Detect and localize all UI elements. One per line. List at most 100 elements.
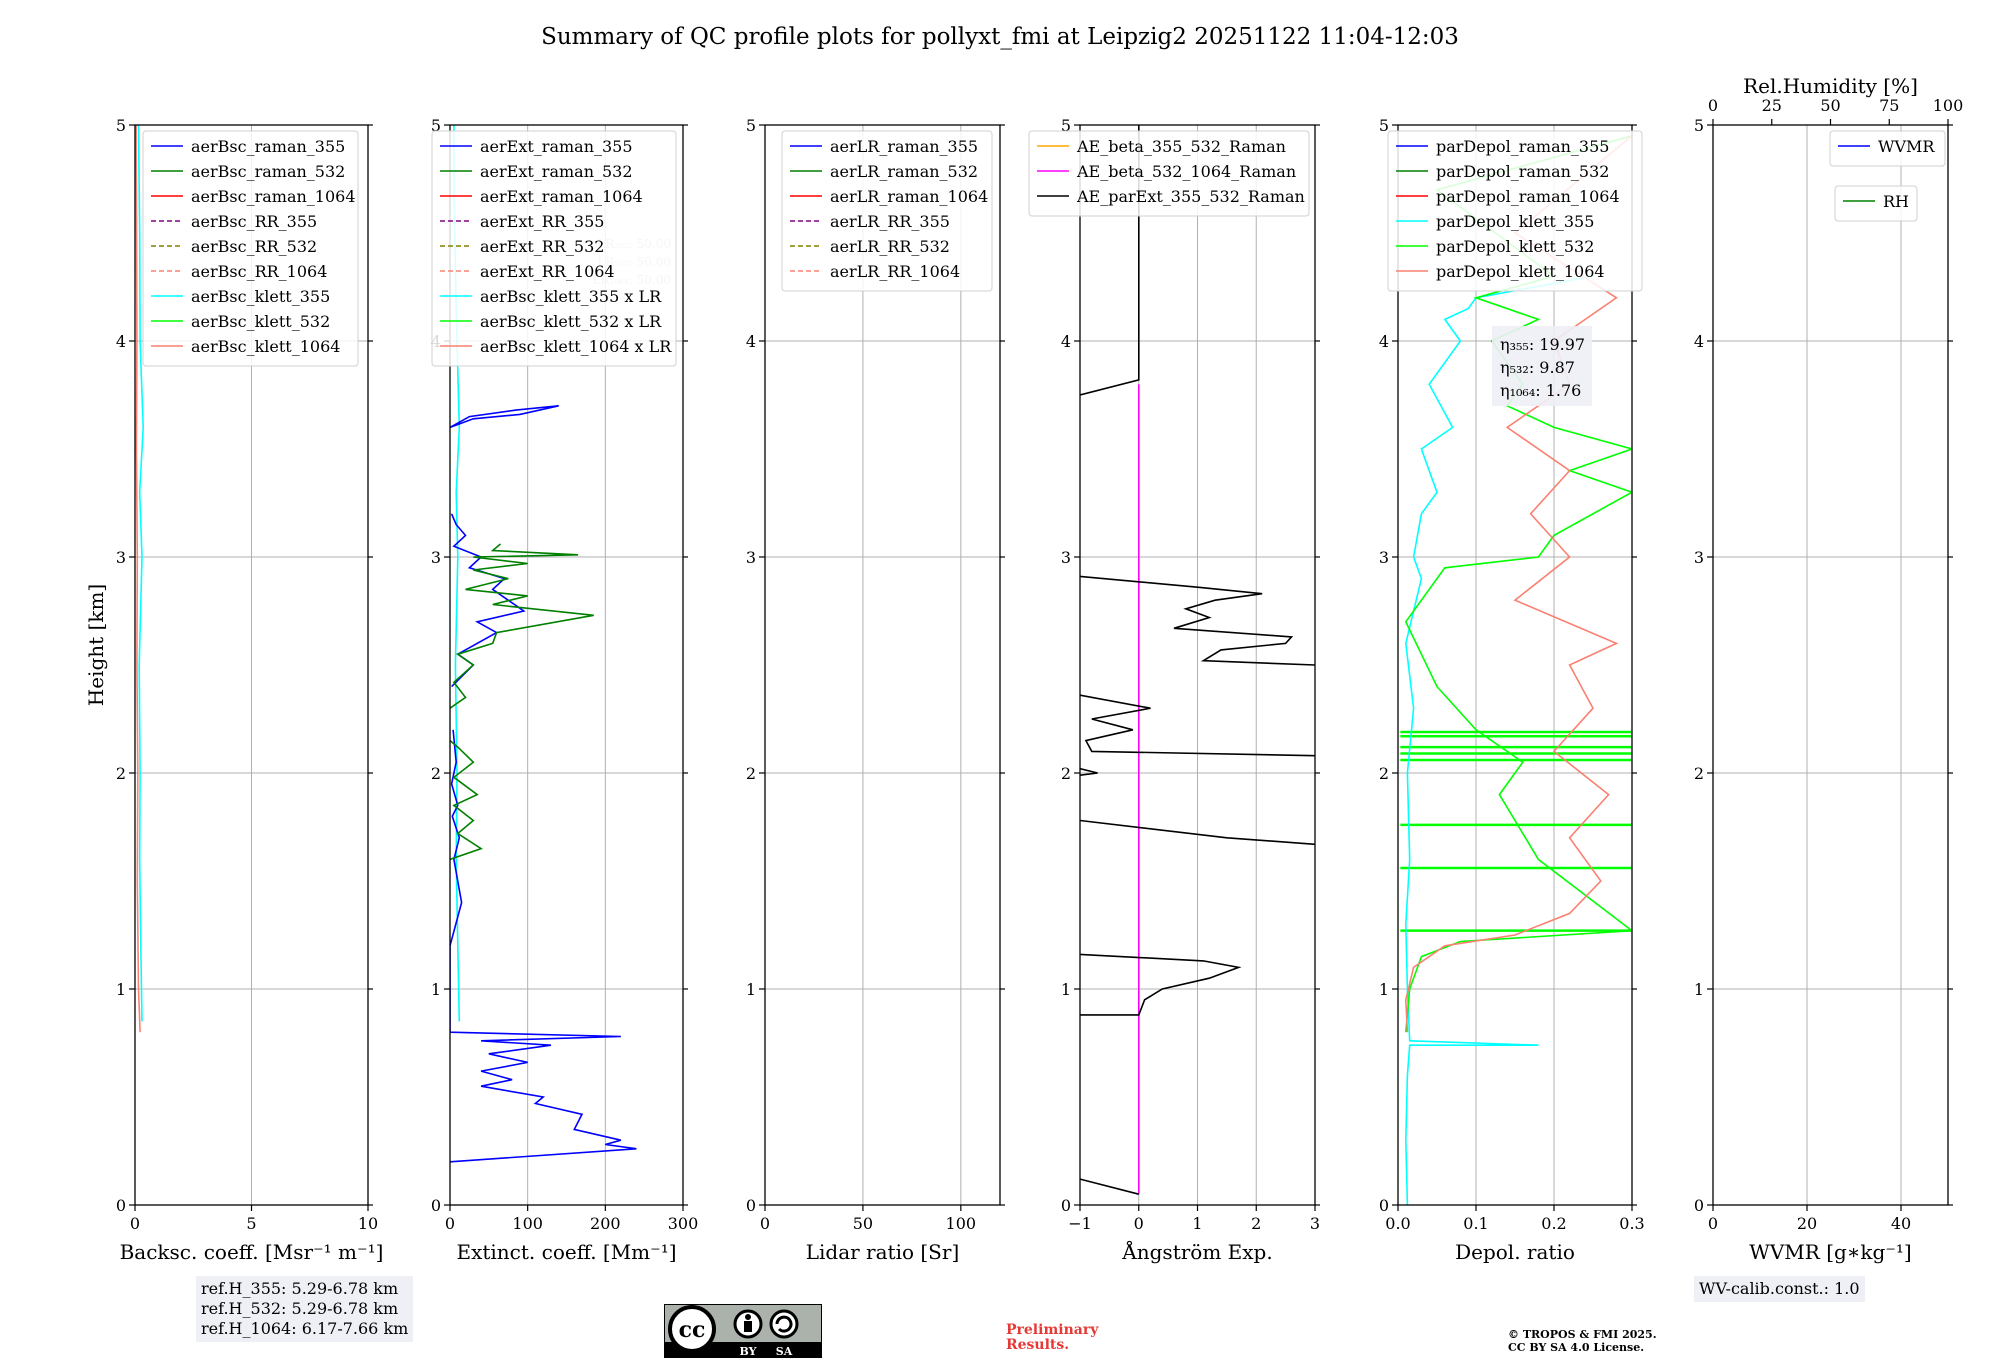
y-tick-label: 2	[116, 764, 126, 783]
legend-label: aerBsc_klett_355	[191, 287, 330, 306]
top-x-tick-label: 50	[1820, 96, 1840, 115]
y-tick-label: 1	[431, 980, 441, 999]
legend	[142, 130, 359, 367]
y-tick-label: 5	[1379, 116, 1389, 135]
axes-frame	[764, 124, 1001, 1206]
y-tick-label: 0	[1694, 1196, 1704, 1215]
series-line	[137, 125, 145, 1022]
y-tick-label: 3	[431, 548, 441, 567]
series-line	[1080, 575, 1315, 666]
x-tick-label: 0	[445, 1214, 455, 1233]
y-tick-label: 1	[1379, 980, 1389, 999]
series-line	[450, 945, 637, 1163]
legend-label: aerLR_raman_355	[830, 137, 978, 156]
legend-label: aerBsc_raman_355	[191, 137, 345, 156]
legend-label: aerLR_raman_532	[830, 162, 978, 181]
legend	[1829, 130, 1946, 167]
eta-label: η₅₃₂: 9.87	[1500, 358, 1575, 377]
series-line	[1404, 275, 1594, 1205]
x-axis-label: Ångström Exp.	[1121, 1239, 1272, 1264]
x-tick-label: 40	[1891, 1214, 1911, 1233]
axes-frame	[449, 124, 684, 1206]
x-tick-label: 10	[358, 1214, 378, 1233]
legend-label: aerExt_raman_355	[480, 137, 633, 156]
legend-label: parDepol_raman_355	[1436, 137, 1609, 156]
legend-label: AE_parExt_355_532_Raman	[1076, 187, 1305, 206]
x-tick-label: 50	[853, 1214, 873, 1233]
series-line	[450, 729, 463, 947]
panel-depol: 0.0 0.1 0.2 0.3 0 1 2 3 4 5 Depol. ratio parDepol_r…	[1379, 116, 1645, 1264]
legend-label: aerLR_RR_532	[830, 237, 950, 256]
y-tick-label: 4	[1061, 332, 1071, 351]
series-line	[1404, 135, 1632, 1033]
x-tick-label: 0	[1708, 1214, 1718, 1233]
x-tick-label: −1	[1068, 1214, 1092, 1233]
ref-h-355: ref.H_355: 5.29-6.78 km	[201, 1279, 399, 1298]
legend-label: aerExt_RR_355	[480, 212, 604, 231]
panel-wv: 0 20 40 0 1 2 3 4 5 WVMR [g∗kg⁻¹] 0 25 50 75 100 Rel.Hu…	[1694, 74, 1963, 1264]
legend-label: parDepol_klett_355	[1436, 212, 1594, 231]
y-tick-label: 3	[1061, 548, 1071, 567]
legend-label: aerExt_raman_1064	[480, 187, 643, 206]
top-axis-label: Rel.Humidity [%]	[1743, 74, 1918, 98]
series-line	[1080, 819, 1315, 846]
y-tick-label: 1	[1061, 980, 1071, 999]
x-tick-label: 0	[130, 1214, 140, 1233]
reference-height-box: ref.H_355: 5.29-6.78 km ref.H_532: 5.29-…	[196, 1276, 414, 1342]
panel-bsc: 0 5 10 0 1 2 3 4 5 Backsc. coeff. [Msr⁻¹ m⁻¹] aerB…	[116, 116, 384, 1264]
y-tick-label: 1	[1694, 980, 1704, 999]
cc-icon-text: cc	[679, 1317, 706, 1343]
panel-lr: 0 50 100 0 1 2 3 4 5 Lidar ratio [Sr] aerLR_raman_…	[746, 116, 1005, 1264]
legend-label: aerLR_RR_1064	[830, 262, 960, 281]
y-tick-label: 3	[1694, 548, 1704, 567]
y-tick-label: 2	[1379, 764, 1389, 783]
x-tick-label: 200	[590, 1214, 621, 1233]
legend-label: parDepol_klett_1064	[1436, 262, 1605, 281]
wv-calib-box: WV-calib.const.: 1.0	[1694, 1276, 1865, 1302]
wv-calib-text: WV-calib.const.: 1.0	[1699, 1279, 1860, 1298]
top-x-tick-label: 75	[1879, 96, 1899, 115]
axes-frame	[1397, 124, 1633, 1206]
preliminary-line-2: Results.	[1006, 1337, 1070, 1353]
x-tick-label: 1	[1192, 1214, 1202, 1233]
legend	[1028, 130, 1310, 217]
y-tick-label: 5	[116, 116, 126, 135]
legend-label: WVMR	[1878, 137, 1935, 156]
y-tick-label: 4	[1694, 332, 1704, 351]
legend-label: RH	[1883, 192, 1909, 211]
axes-frame	[1712, 124, 1949, 1206]
copyright-line-1: © TROPOS & FMI 2025.	[1508, 1328, 1657, 1341]
y-tick-label: 2	[1061, 764, 1071, 783]
by-label: BY	[740, 1345, 757, 1358]
x-axis-label: Depol. ratio	[1455, 1240, 1575, 1264]
y-tick-label: 2	[746, 764, 756, 783]
y-tick-label: 2	[431, 764, 441, 783]
legend-label: aerLR_raman_1064	[830, 187, 988, 206]
legend-label: aerLR_RR_355	[830, 212, 950, 231]
y-tick-label: 3	[116, 548, 126, 567]
x-axis-label: WVMR [g∗kg⁻¹]	[1749, 1240, 1911, 1264]
y-tick-label: 0	[1061, 1196, 1071, 1215]
legend-rh	[1834, 185, 1918, 222]
y-tick-label: 3	[1379, 548, 1389, 567]
preliminary-line-1: Preliminary	[1006, 1322, 1099, 1338]
legend	[781, 130, 993, 292]
y-tick-label: 5	[1061, 116, 1071, 135]
copyright-line-2: CC BY SA 4.0 License.	[1508, 1341, 1645, 1354]
copyright-note: © TROPOS & FMI 2025. CC BY SA 4.0 Licens…	[1508, 1328, 1657, 1354]
legend-label: aerExt_raman_532	[480, 162, 633, 181]
x-tick-label: 0.0	[1385, 1214, 1410, 1233]
legend-label: parDepol_klett_532	[1436, 237, 1594, 256]
x-tick-label: 0	[760, 1214, 770, 1233]
y-tick-label: 0	[1379, 1196, 1389, 1215]
legend-label: aerBsc_RR_1064	[191, 262, 327, 281]
legend-label: aerBsc_klett_355 x LR	[480, 287, 662, 306]
y-tick-label: 2	[1694, 764, 1704, 783]
series-group	[1400, 135, 1632, 1205]
legend-label: aerBsc_klett_1064 x LR	[480, 337, 672, 356]
y-tick-label: 0	[116, 1196, 126, 1215]
legend-label: aerBsc_klett_532 x LR	[480, 312, 662, 331]
